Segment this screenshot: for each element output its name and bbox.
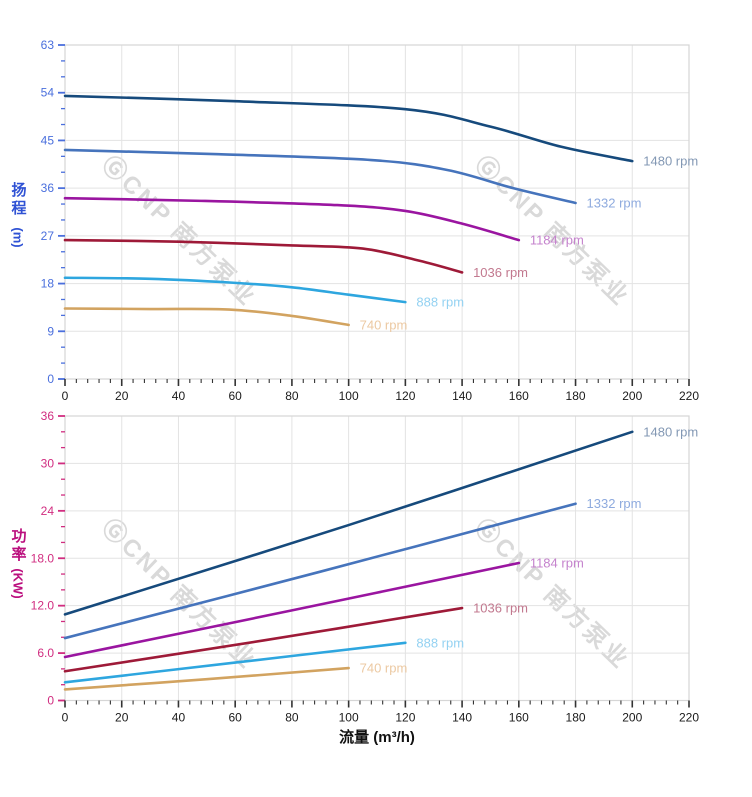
x-tick-label: 0 <box>62 389 69 403</box>
series-line-1036-rpm <box>63 606 464 673</box>
series-line-888-rpm <box>63 276 407 304</box>
series-label-1036-rpm: 1036 rpm <box>473 601 528 616</box>
y-tick-label: 9 <box>47 324 54 338</box>
x-tick-label: 180 <box>566 389 586 403</box>
x-tick-label: 120 <box>395 389 415 403</box>
y-tick-label: 12.0 <box>31 599 55 613</box>
series-line-1332-rpm <box>63 502 577 640</box>
series-line-1480-rpm <box>63 94 634 163</box>
y-tick-label: 54 <box>41 86 55 100</box>
y-tick-label: 30 <box>41 456 55 470</box>
series-label-1184-rpm: 1184 rpm <box>530 233 584 248</box>
x-tick-label: 220 <box>679 711 699 725</box>
y-tick-label: 36 <box>41 181 55 195</box>
x-tick-label: 80 <box>285 389 299 403</box>
series-line-1184-rpm <box>63 196 521 242</box>
series-line-1332-rpm <box>63 148 577 205</box>
series-label-1480-rpm: 1480 rpm <box>643 424 698 439</box>
series-label-1332-rpm: 1332 rpm <box>587 496 642 511</box>
x-tick-label: 100 <box>339 389 359 403</box>
series-line-1480-rpm <box>63 430 634 616</box>
series-label-740-rpm: 740 rpm <box>360 317 408 332</box>
flow-axis-title: 流量 (m³/h) <box>339 729 415 746</box>
y-tick-label: 36 <box>41 409 55 423</box>
x-tick-label: 140 <box>452 389 472 403</box>
y-tick-label: 18.0 <box>31 551 55 565</box>
power-chart: 0 6.0 12.0 18.0 24 30 36 0 20 40 60 80 100 120 140 160 1… <box>31 409 700 725</box>
x-tick-label: 40 <box>172 389 186 403</box>
x-tick-label: 180 <box>566 711 586 725</box>
y-tick-label: 6.0 <box>37 646 54 660</box>
series-line-1184-rpm <box>63 561 521 659</box>
x-tick-label: 200 <box>622 389 642 403</box>
x-tick-label: 160 <box>509 711 529 725</box>
series-label-888-rpm: 888 rpm <box>416 295 464 310</box>
series-line-740-rpm <box>63 307 350 327</box>
series-line-1036-rpm <box>63 238 464 274</box>
y-tick-label: 18 <box>41 277 55 291</box>
y-tick-label: 45 <box>41 133 55 147</box>
x-tick-label: 20 <box>115 389 129 403</box>
y-tick-label: 63 <box>41 38 55 52</box>
series-label-888-rpm: 888 rpm <box>416 635 464 650</box>
head-chart: 0 9 18 27 36 45 54 63 0 20 40 60 80 100 120 140 160 180 20… <box>41 38 700 403</box>
series-line-740-rpm <box>63 666 350 691</box>
series-line-888-rpm <box>63 641 407 684</box>
x-tick-label: 100 <box>339 711 359 725</box>
x-tick-label: 220 <box>679 389 699 403</box>
x-tick-label: 0 <box>62 711 69 725</box>
x-tick-label: 40 <box>172 711 186 725</box>
x-tick-label: 20 <box>115 711 129 725</box>
x-tick-label: 60 <box>229 711 243 725</box>
x-tick-label: 80 <box>285 711 299 725</box>
series-label-1480-rpm: 1480 rpm <box>643 154 698 169</box>
y-tick-label: 27 <box>41 229 55 243</box>
y-tick-label: 0 <box>47 694 54 708</box>
series-label-1036-rpm: 1036 rpm <box>473 265 528 280</box>
plot-border <box>64 44 690 380</box>
series-label-740-rpm: 740 rpm <box>360 661 408 676</box>
x-tick-label: 120 <box>395 711 415 725</box>
series-label-1184-rpm: 1184 rpm <box>530 555 584 570</box>
series-label-1332-rpm: 1332 rpm <box>587 195 642 210</box>
y-tick-label: 24 <box>41 504 55 518</box>
x-tick-label: 200 <box>622 711 642 725</box>
x-tick-label: 60 <box>229 389 243 403</box>
x-tick-label: 160 <box>509 389 529 403</box>
y-tick-label: 0 <box>47 372 54 386</box>
x-tick-label: 140 <box>452 711 472 725</box>
